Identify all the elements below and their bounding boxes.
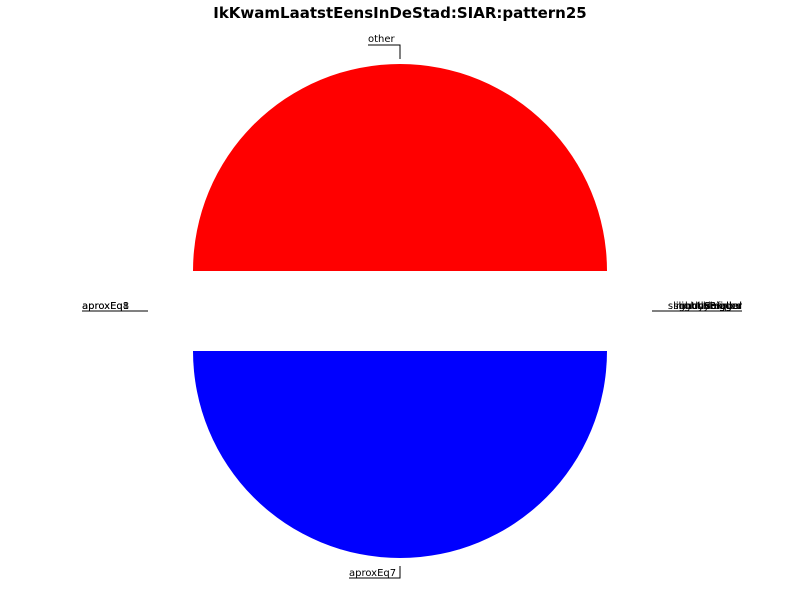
slice-label-aproxEq8: aproxEq8 <box>82 301 129 312</box>
slice-label-muchBigger: muchBigger <box>681 301 742 312</box>
overlapping-labels-right: biggerequalslightlyBiggersmallerslightly… <box>652 301 743 312</box>
chart-title: IkKwamLaatstEensInDeStad:SIAR:pattern25 <box>213 4 586 22</box>
slice-label-bottom: aproxEq7 <box>349 566 401 579</box>
slice-label-aproxEq1: aproxEq1 <box>82 301 129 312</box>
slice-label-equal: equal <box>714 301 742 312</box>
slice-label-bigger: bigger <box>710 301 743 312</box>
slice-label-undefined: undefined <box>692 301 742 312</box>
pie-slices <box>193 64 607 558</box>
pie-slice-aproxEq7 <box>193 351 607 558</box>
svg-text:other: other <box>368 34 396 45</box>
slice-label-top: other <box>368 34 401 59</box>
pie-slice-other <box>193 64 607 271</box>
slice-label-muchSmaller: muchSmaller <box>676 301 743 312</box>
slice-label-slightlyBigger: slightlyBigger <box>673 301 743 312</box>
svg-text:aproxEq7: aproxEq7 <box>349 568 396 579</box>
slice-label-slightlySmaller: slightlySmaller <box>668 301 743 312</box>
slice-label-smaller: smaller <box>705 301 743 312</box>
